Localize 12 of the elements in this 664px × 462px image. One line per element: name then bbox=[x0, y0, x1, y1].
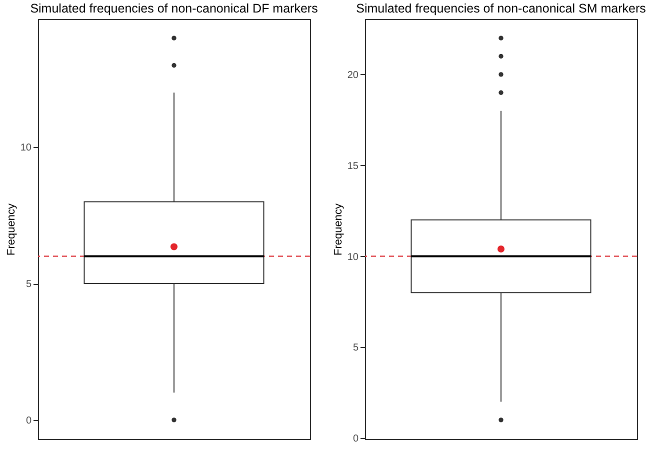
y-tick-label: 0 bbox=[26, 415, 32, 426]
y-tick-label: 5 bbox=[26, 279, 32, 290]
y-tick-label: 5 bbox=[352, 342, 359, 354]
y-tick-label: 10 bbox=[347, 252, 359, 263]
chart-title: Simulated frequencies of non-canonical SM markers bbox=[356, 2, 646, 16]
chart-title: Simulated frequencies of non-canonical DF markers bbox=[30, 2, 318, 16]
y-axis-title: Frequency bbox=[5, 203, 18, 256]
y-tick-label: 0 bbox=[352, 434, 359, 445]
y-tick-label: 10 bbox=[20, 142, 32, 154]
y-tick-label: 20 bbox=[347, 70, 359, 81]
y-tick-label: 15 bbox=[347, 160, 359, 172]
y-axis-title: Frequency bbox=[332, 203, 344, 256]
